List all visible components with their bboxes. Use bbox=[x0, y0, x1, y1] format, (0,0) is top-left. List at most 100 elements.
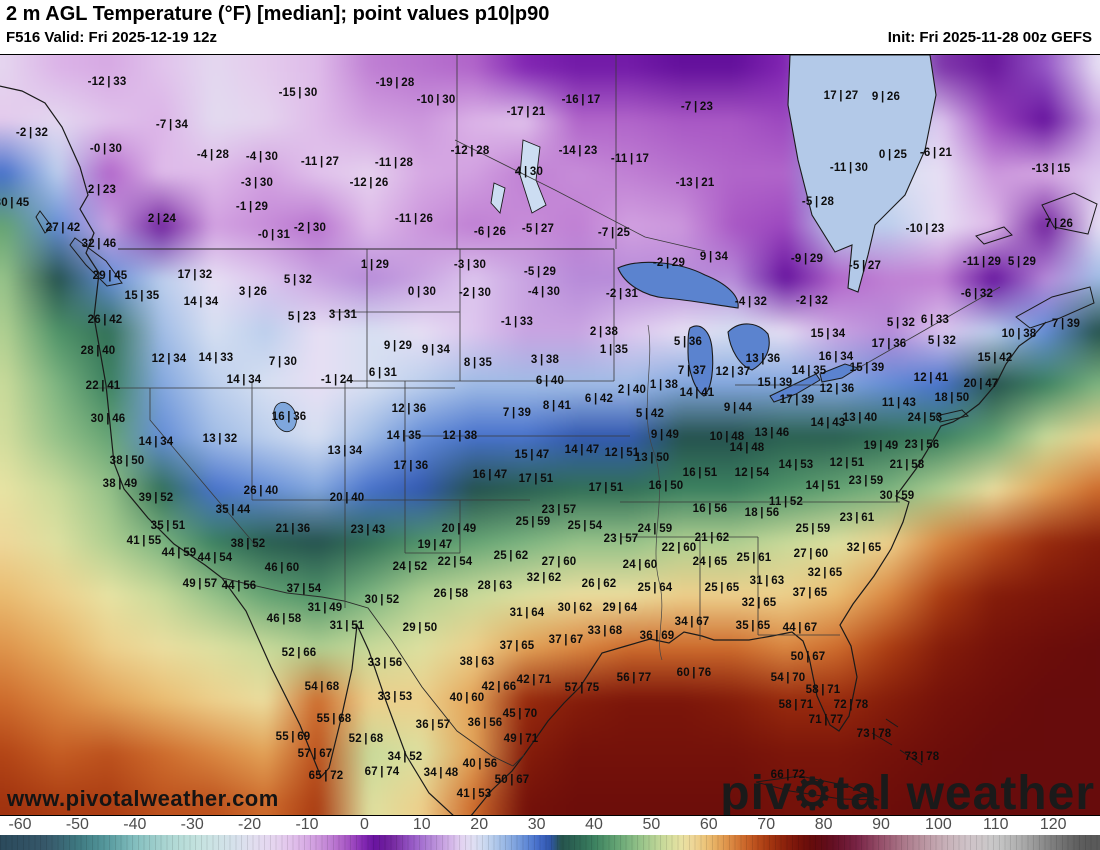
point-value-label: 73 | 78 bbox=[856, 728, 892, 740]
point-value-label: 14 | 35 bbox=[791, 365, 827, 377]
point-value-label: 12 | 36 bbox=[391, 403, 427, 415]
point-value-label: 2 | 24 bbox=[147, 213, 177, 225]
point-value-label: 30 | 52 bbox=[364, 594, 400, 606]
colorbar-tick-label: 90 bbox=[872, 816, 890, 833]
point-value-label: -2 | 32 bbox=[15, 127, 49, 139]
point-value-label: 22 | 41 bbox=[85, 380, 121, 392]
colorbar-tick-label: 70 bbox=[757, 816, 776, 833]
point-value-label: 14 | 34 bbox=[138, 436, 174, 448]
temperature-colorbar: -60 -50 -40 -30 -20 -10 0 10 20 30 40 50 60 70 80 90 100… bbox=[0, 816, 1100, 850]
point-value-label: 5 | 36 bbox=[673, 336, 703, 348]
point-value-label: -11 | 30 bbox=[829, 162, 869, 174]
point-value-label: 9 | 29 bbox=[383, 340, 413, 352]
us-mexico-border bbox=[221, 577, 525, 767]
map-title: 2 m AGL Temperature (°F) [median]; point… bbox=[6, 3, 550, 25]
colorbar-tick-label: 10 bbox=[412, 816, 431, 833]
point-value-label: 45 | 70 bbox=[502, 708, 538, 720]
point-value-label: 18 | 56 bbox=[744, 507, 780, 519]
point-value-label: 2 | 38 bbox=[589, 326, 619, 338]
point-value-label: 3 | 38 bbox=[530, 354, 560, 366]
point-value-label: -0 | 31 bbox=[257, 229, 291, 241]
point-value-label: 12 | 38 bbox=[442, 430, 478, 442]
init-time-label: Init: Fri 2025-11-28 00z GEFS bbox=[887, 29, 1092, 46]
lake-ontario bbox=[819, 363, 860, 383]
point-value-label: -2 | 30 bbox=[293, 222, 327, 234]
point-value-label: 1 | 29 bbox=[360, 259, 390, 271]
point-value-label: -17 | 21 bbox=[506, 106, 546, 118]
point-value-label: 20 | 40 bbox=[329, 492, 365, 504]
point-value-label: 31 | 64 bbox=[509, 607, 545, 619]
colorbar-tick-label: 60 bbox=[699, 816, 718, 833]
point-value-label: 12 | 41 bbox=[913, 372, 949, 384]
point-value-label: 0 | 30 bbox=[407, 286, 437, 298]
point-value-label: 15 | 47 bbox=[514, 449, 550, 461]
point-value-label: 5 | 32 bbox=[886, 317, 916, 329]
temperature-field-canvas bbox=[0, 55, 1100, 815]
point-value-label: -16 | 17 bbox=[561, 94, 601, 106]
colorbar-tick-label: 40 bbox=[585, 816, 603, 833]
point-value-label: 7 | 39 bbox=[1051, 318, 1081, 330]
point-value-label: 39 | 52 bbox=[138, 492, 174, 504]
hudson-bay bbox=[787, 55, 937, 293]
point-value-label: 21 | 36 bbox=[275, 523, 311, 535]
point-value-label: 14 | 34 bbox=[183, 296, 219, 308]
great-salt-lake bbox=[273, 401, 297, 433]
point-value-label: 17 | 51 bbox=[518, 473, 554, 485]
point-values-layer: -12 | 33 -15 | 30 -2 | 32 -7 | 34 -0 | 30 -4 … bbox=[0, 55, 1100, 815]
point-value-label: 27 | 42 bbox=[45, 222, 81, 234]
point-value-label: 33 | 68 bbox=[587, 625, 623, 637]
color-scale-bar bbox=[0, 835, 1100, 850]
point-value-label: 5 | 29 bbox=[1007, 256, 1037, 268]
point-value-label: 2 | 40 bbox=[617, 384, 647, 396]
point-value-label: -4 | 30 bbox=[527, 286, 561, 298]
point-value-label: 32 | 62 bbox=[526, 572, 562, 584]
point-value-label: 30 | 62 bbox=[557, 602, 593, 614]
point-value-label: 67 | 74 bbox=[364, 766, 400, 778]
point-value-label: -4 | 28 bbox=[196, 149, 230, 161]
point-value-label: 38 | 63 bbox=[459, 656, 495, 668]
point-value-label: -11 | 17 bbox=[610, 153, 650, 165]
point-value-label: 36 | 57 bbox=[415, 719, 451, 731]
point-value-label: 16 | 36 bbox=[271, 411, 307, 423]
point-value-label: 29 | 50 bbox=[402, 622, 438, 634]
point-value-label: 14 | 34 bbox=[226, 374, 262, 386]
point-value-label: 32 | 65 bbox=[807, 567, 843, 579]
nova-scotia bbox=[1015, 286, 1095, 329]
point-value-label: 8 | 35 bbox=[463, 357, 493, 369]
point-value-label: 6 | 40 bbox=[535, 375, 565, 387]
point-value-label: 34 | 52 bbox=[387, 751, 423, 763]
point-value-label: 50 | 67 bbox=[494, 774, 530, 786]
point-value-label: 37 | 67 bbox=[548, 634, 584, 646]
point-value-label: 58 | 71 bbox=[778, 699, 814, 711]
point-value-label: 29 | 45 bbox=[92, 270, 128, 282]
point-value-label: 15 | 42 bbox=[977, 352, 1013, 364]
point-value-label: 13 | 50 bbox=[634, 452, 670, 464]
point-value-label: 7 | 37 bbox=[677, 365, 707, 377]
point-value-label: -1 | 33 bbox=[500, 316, 534, 328]
point-value-label: 71 | 77 bbox=[808, 714, 844, 726]
lake-erie bbox=[769, 373, 821, 403]
point-value-label: 49 | 71 bbox=[503, 733, 539, 745]
point-value-label: 25 | 65 bbox=[704, 582, 740, 594]
point-value-label: -7 | 23 bbox=[680, 101, 714, 113]
point-value-label: 5 | 42 bbox=[635, 408, 665, 420]
point-value-label: -11 | 27 bbox=[300, 156, 340, 168]
point-value-label: 52 | 66 bbox=[281, 647, 317, 659]
point-value-label: -11 | 26 bbox=[394, 213, 434, 225]
point-value-label: 21 | 62 bbox=[694, 532, 730, 544]
colorbar-tick-label: 120 bbox=[1039, 816, 1067, 833]
point-value-label: 17 | 36 bbox=[871, 338, 907, 350]
point-value-label: 23 | 59 bbox=[848, 475, 884, 487]
pacific-coastline bbox=[0, 85, 454, 815]
point-value-label: 20 | 49 bbox=[441, 523, 477, 535]
point-value-label: 32 | 65 bbox=[741, 597, 777, 609]
point-value-label: 12 | 36 bbox=[819, 383, 855, 395]
point-value-label: 29 | 64 bbox=[602, 602, 638, 614]
point-value-label: 23 | 43 bbox=[350, 524, 386, 536]
point-value-label: 14 | 33 bbox=[198, 352, 234, 364]
newfoundland bbox=[1041, 192, 1098, 235]
anticosti-island bbox=[975, 226, 1013, 245]
point-value-label: 14 | 48 bbox=[729, 442, 765, 454]
point-value-label: -2 | 29 bbox=[652, 257, 686, 269]
